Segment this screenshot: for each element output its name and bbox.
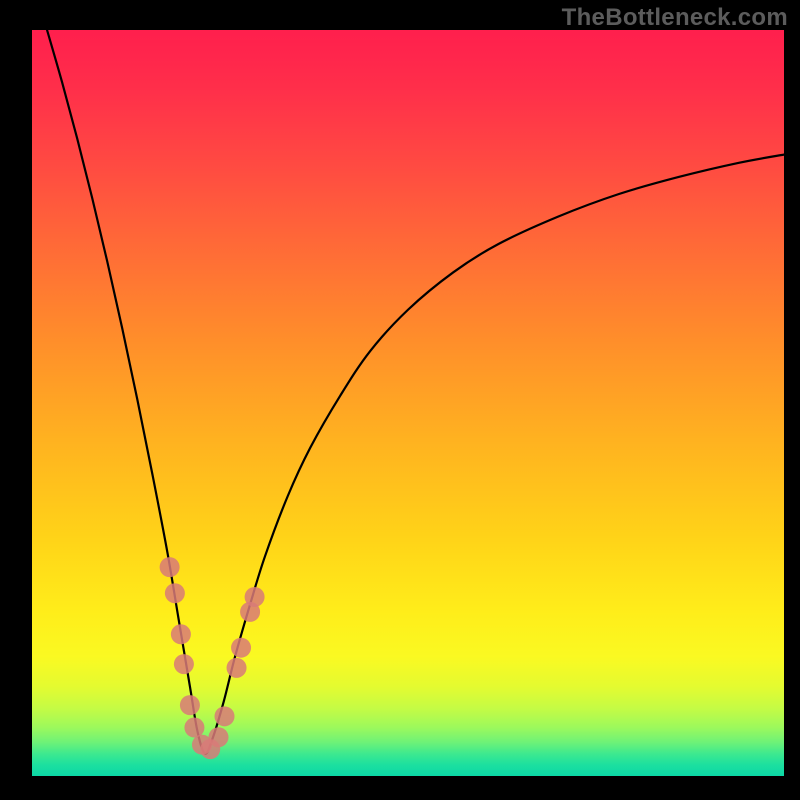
marker-dot [165, 583, 185, 603]
marker-dot [174, 654, 194, 674]
watermark-text: TheBottleneck.com [562, 4, 788, 32]
marker-dot [184, 718, 204, 738]
plot-area [32, 30, 784, 776]
gradient-background [32, 30, 784, 776]
chart-container: TheBottleneck.com [0, 0, 800, 800]
marker-dot [215, 706, 235, 726]
marker-dot [171, 624, 191, 644]
marker-dot [227, 658, 247, 678]
marker-dot [160, 557, 180, 577]
marker-dot [245, 587, 265, 607]
marker-dot [180, 695, 200, 715]
plot-svg [32, 30, 784, 776]
marker-dot [208, 727, 228, 747]
marker-dot [231, 638, 251, 658]
